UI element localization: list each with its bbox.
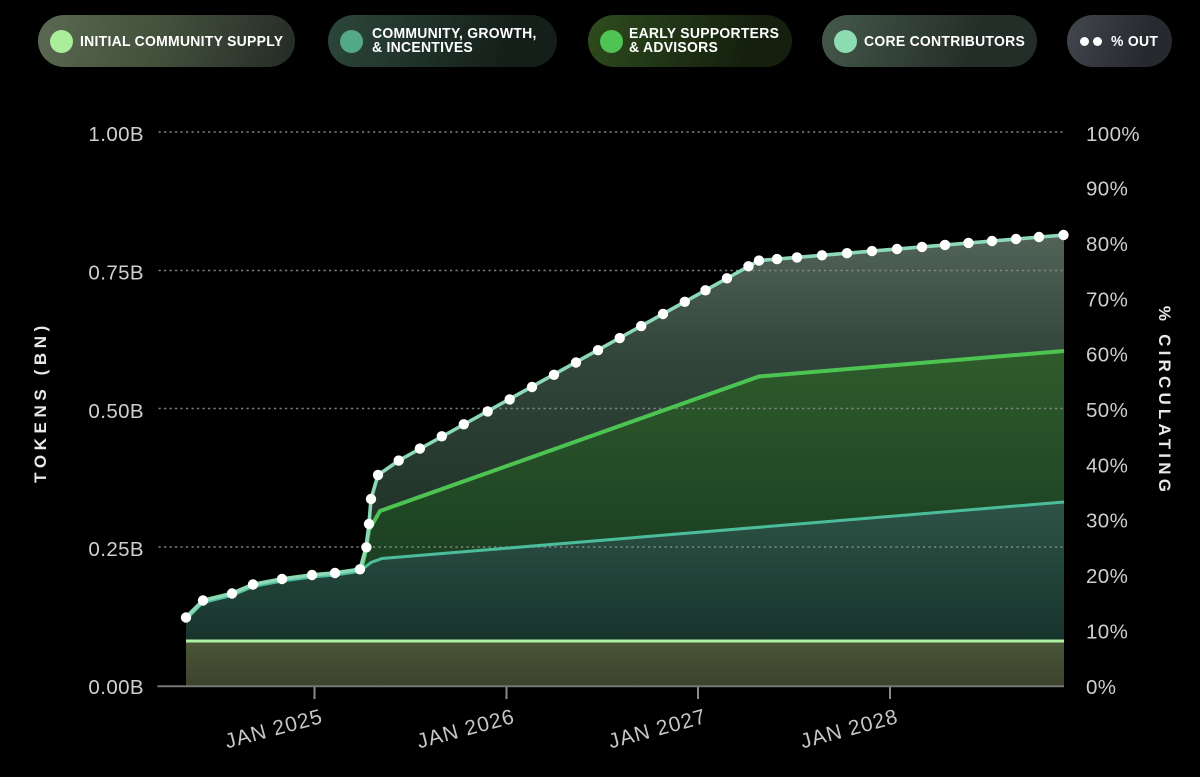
svg-text:JAN 2025: JAN 2025: [223, 705, 326, 753]
svg-text:JAN 2026: JAN 2026: [415, 705, 518, 753]
svg-text:JAN 2027: JAN 2027: [606, 705, 709, 753]
svg-text:0%: 0%: [1086, 676, 1116, 699]
svg-text:0.75B: 0.75B: [88, 262, 144, 285]
svg-text:40%: 40%: [1086, 455, 1128, 478]
svg-text:0.50B: 0.50B: [88, 400, 144, 423]
svg-text:60%: 60%: [1086, 344, 1128, 367]
svg-text:0.25B: 0.25B: [88, 538, 144, 561]
svg-text:% CIRCULATING: % CIRCULATING: [1155, 306, 1174, 496]
svg-text:100%: 100%: [1086, 123, 1140, 146]
svg-text:10%: 10%: [1086, 621, 1128, 644]
svg-text:TOKENS (BN): TOKENS (BN): [31, 321, 50, 483]
svg-text:20%: 20%: [1086, 565, 1128, 588]
svg-text:30%: 30%: [1086, 510, 1128, 533]
svg-text:0.00B: 0.00B: [88, 676, 144, 699]
svg-text:80%: 80%: [1086, 233, 1128, 256]
svg-text:90%: 90%: [1086, 178, 1128, 201]
svg-text:50%: 50%: [1086, 399, 1128, 422]
svg-text:JAN 2028: JAN 2028: [798, 705, 901, 753]
svg-text:1.00B: 1.00B: [88, 123, 144, 146]
svg-text:70%: 70%: [1086, 289, 1128, 312]
